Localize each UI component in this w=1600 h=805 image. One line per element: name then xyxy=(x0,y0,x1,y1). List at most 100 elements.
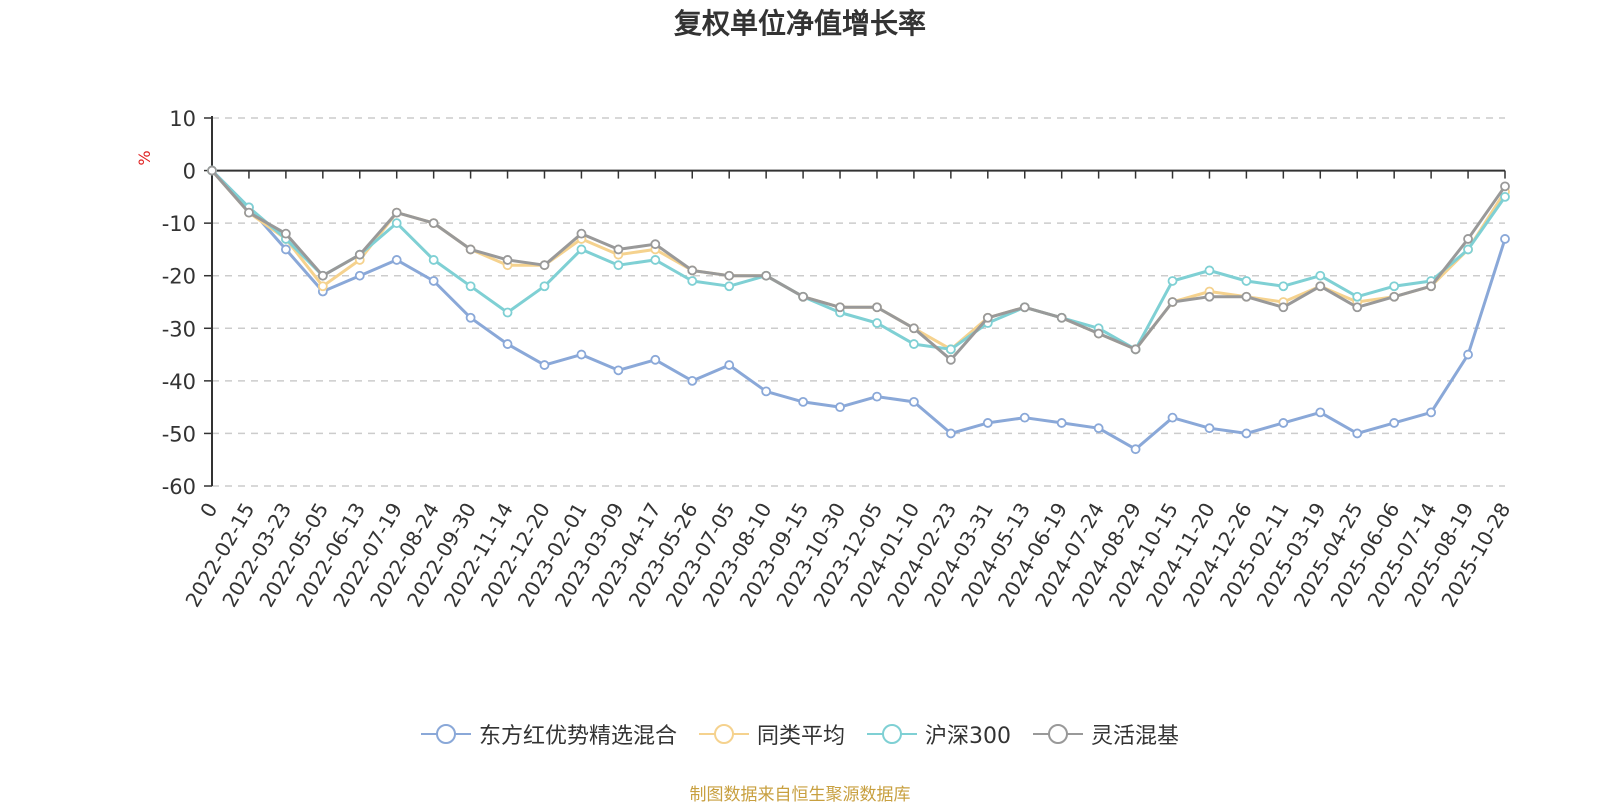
data-point xyxy=(1278,281,1289,292)
legend-marker-icon xyxy=(420,724,471,744)
data-point xyxy=(1093,423,1104,434)
data-point xyxy=(1389,281,1400,292)
y-tick-label: -60 xyxy=(162,475,196,499)
legend-marker-icon xyxy=(1033,724,1083,744)
legend-item-3[interactable]: 灵活混基 xyxy=(1033,718,1179,750)
data-point xyxy=(1241,291,1252,302)
data-point xyxy=(1278,302,1289,313)
legend-label: 沪深300 xyxy=(925,724,1011,749)
data-point xyxy=(502,307,513,318)
series-lines xyxy=(207,165,1510,455)
data-point xyxy=(909,339,919,349)
data-point xyxy=(982,418,993,428)
data-point xyxy=(650,255,661,265)
data-point xyxy=(613,365,624,376)
data-point xyxy=(1241,428,1252,439)
data-point xyxy=(909,396,919,407)
data-point xyxy=(798,396,808,407)
data-point xyxy=(539,260,550,271)
data-point xyxy=(1056,418,1067,428)
source-note: 制图数据来自恒生聚源数据库 xyxy=(689,785,911,805)
data-point xyxy=(687,265,698,276)
y-tick-label: -10 xyxy=(162,212,196,236)
data-point xyxy=(576,228,587,239)
data-point xyxy=(1130,344,1141,355)
data-point xyxy=(872,302,882,313)
legend-label: 东方红优势精选混合 xyxy=(478,724,677,749)
data-point xyxy=(1315,407,1326,418)
data-point xyxy=(539,281,550,292)
y-tick-label: -30 xyxy=(162,317,196,341)
data-point xyxy=(1167,412,1178,423)
data-point xyxy=(1426,407,1437,418)
data-point xyxy=(502,255,513,265)
data-point xyxy=(391,218,402,229)
data-point xyxy=(317,281,328,292)
data-point xyxy=(428,218,439,229)
data-point xyxy=(317,270,328,281)
data-point xyxy=(982,312,993,323)
y-tick-label: -20 xyxy=(162,265,196,289)
data-point xyxy=(613,260,624,271)
data-point xyxy=(724,281,735,292)
data-point xyxy=(1500,191,1510,202)
legend-label: 灵活混基 xyxy=(1091,724,1180,749)
data-point xyxy=(945,428,956,439)
data-point xyxy=(391,207,402,218)
data-point xyxy=(835,302,845,313)
chart-title: 复权单位净值增长率 xyxy=(673,7,926,40)
data-point xyxy=(1315,270,1326,281)
data-point xyxy=(724,270,735,281)
legend-marker-icon xyxy=(867,724,917,744)
legend-marker-icon xyxy=(698,724,749,744)
legend-item-1[interactable]: 同类平均 xyxy=(698,718,845,750)
data-point xyxy=(280,244,291,255)
data-point xyxy=(428,276,439,286)
data-point xyxy=(1389,291,1400,302)
data-point xyxy=(1019,412,1030,423)
data-point xyxy=(1352,428,1363,439)
data-point xyxy=(798,291,808,302)
data-point xyxy=(945,354,956,365)
data-point xyxy=(1204,291,1215,302)
data-point xyxy=(1019,302,1030,313)
data-point xyxy=(724,360,735,370)
y-tick-label: -50 xyxy=(162,422,196,446)
data-point xyxy=(872,391,882,402)
data-point xyxy=(354,249,365,260)
series-line-1 xyxy=(210,169,1507,351)
data-point xyxy=(687,375,698,386)
data-point xyxy=(576,244,587,255)
data-point xyxy=(1315,281,1326,292)
data-point xyxy=(465,281,476,292)
y-tick-label: 0 xyxy=(183,160,196,184)
data-point xyxy=(945,344,956,355)
data-point xyxy=(502,339,513,349)
data-point xyxy=(1204,423,1215,434)
legend-item-0[interactable]: 东方红优势精选混合 xyxy=(420,718,677,750)
data-point xyxy=(354,270,365,281)
data-point xyxy=(465,244,476,255)
y-tick-label: 10 xyxy=(169,107,196,131)
data-point xyxy=(465,312,476,323)
data-point xyxy=(539,360,550,370)
tick-labels: 100-10-20-30-40-50-60%02022-02-152022-03… xyxy=(135,107,1515,611)
data-point xyxy=(1056,312,1067,323)
data-point xyxy=(650,239,661,250)
axes xyxy=(204,116,1506,487)
data-point xyxy=(391,255,402,265)
data-point xyxy=(1278,418,1289,428)
data-point xyxy=(687,276,698,286)
data-point xyxy=(909,323,919,334)
data-point xyxy=(650,354,661,365)
data-point xyxy=(244,207,254,218)
data-point xyxy=(280,228,291,239)
data-point xyxy=(1204,265,1215,276)
data-point xyxy=(761,270,772,281)
series-line-0 xyxy=(210,169,1507,451)
data-point xyxy=(1352,302,1363,313)
data-point xyxy=(1500,234,1510,244)
legend-item-2[interactable]: 沪深300 xyxy=(867,718,1011,750)
y-axis-label: % xyxy=(135,150,154,165)
